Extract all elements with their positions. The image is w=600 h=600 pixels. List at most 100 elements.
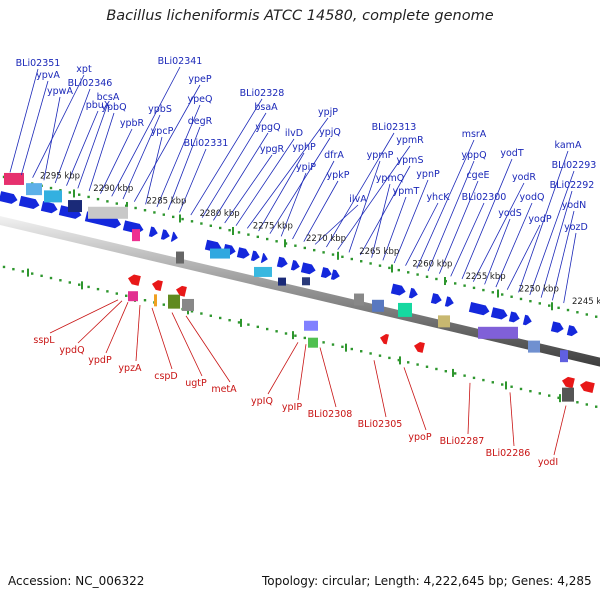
tick-dot xyxy=(416,363,419,366)
tick-dot xyxy=(106,200,109,203)
tick-dot xyxy=(463,374,466,377)
feature-box xyxy=(478,326,518,339)
forward-leader-line xyxy=(552,210,575,301)
scale-label: 2290 kbp xyxy=(93,184,133,194)
tick-dot xyxy=(294,244,297,247)
reverse-gene-label: BLi02305 xyxy=(358,419,403,430)
tick-dot xyxy=(96,287,100,291)
tick-dot xyxy=(59,279,62,282)
reverse-gene-arrow xyxy=(414,341,425,353)
reverse-gene-label: metA xyxy=(211,384,237,395)
forward-gene-arrow xyxy=(290,260,300,271)
tick-dot xyxy=(200,222,203,225)
forward-gene-label: kamA xyxy=(555,140,582,151)
forward-leader-line xyxy=(77,102,109,189)
reverse-gene-label: ypzA xyxy=(118,363,142,374)
reverse-leader-line xyxy=(319,347,337,408)
tick-dot xyxy=(21,270,24,273)
forward-leader-line xyxy=(54,88,91,184)
feature-box xyxy=(398,302,412,317)
forward-leader-line xyxy=(303,180,339,242)
tick-dot xyxy=(40,274,43,278)
forward-leader-line xyxy=(235,138,295,226)
forward-gene-arrow xyxy=(508,311,520,323)
forward-gene-arrow xyxy=(40,201,58,214)
forward-leader-line xyxy=(371,183,391,258)
tick-dot xyxy=(369,352,372,355)
forward-leader-line xyxy=(66,110,99,186)
reverse-gene-label: cspD xyxy=(154,371,178,382)
forward-leader-line xyxy=(167,126,201,210)
forward-gene-label: ilvD xyxy=(285,128,303,139)
reverse-leader-line xyxy=(185,315,231,383)
tick-dot xyxy=(472,286,476,290)
reverse-gene-label: ypdQ xyxy=(59,345,84,356)
reverse-gene-label: BLi02287 xyxy=(440,436,485,447)
reverse-leader-line xyxy=(135,305,141,362)
tick-dot xyxy=(181,217,184,221)
tick-dot xyxy=(209,224,212,227)
tick-major xyxy=(284,239,286,248)
tick-major xyxy=(27,268,29,277)
tick-dot xyxy=(228,228,231,232)
tick-dot xyxy=(388,266,391,270)
tick-dot xyxy=(397,268,400,272)
forward-gene-label: ypbR xyxy=(120,118,145,129)
tick-dot xyxy=(491,381,494,384)
tick-dot xyxy=(576,401,579,404)
tick-dot xyxy=(49,186,53,190)
tick-dot xyxy=(435,277,438,281)
forward-gene-label: ypmT xyxy=(393,186,420,197)
forward-gene-label: yodP xyxy=(528,214,551,225)
forward-leader-line xyxy=(563,232,577,304)
tick-dot xyxy=(303,246,306,250)
forward-gene-arrow xyxy=(170,231,178,242)
tick-dot xyxy=(59,189,62,192)
tick-dot xyxy=(313,248,316,252)
tick-dot xyxy=(190,310,194,313)
forward-gene-label: ypjQ xyxy=(319,127,341,138)
tick-dot xyxy=(501,293,504,296)
forward-leader-line xyxy=(439,180,479,274)
forward-gene-label: yodR xyxy=(512,172,536,183)
tick-dot xyxy=(162,303,165,306)
tick-dot xyxy=(454,372,457,375)
tick-dot xyxy=(294,334,297,337)
tick-dot xyxy=(219,316,222,320)
tick-dot xyxy=(501,383,504,386)
reverse-gene-label: ypdP xyxy=(88,355,112,366)
tick-dot xyxy=(566,308,570,312)
feature-box xyxy=(354,293,364,306)
tick-dot xyxy=(68,281,71,284)
forward-leader-line xyxy=(156,104,201,208)
scale-label: 2270 kbp xyxy=(306,234,346,244)
reverse-leader-line xyxy=(77,300,123,344)
tick-dot xyxy=(153,211,156,214)
tick-dot xyxy=(322,341,325,344)
tick-dot xyxy=(143,299,147,302)
feature-box xyxy=(562,387,574,402)
tick-dot xyxy=(266,327,269,331)
reverse-leader-line xyxy=(151,307,173,370)
tick-dot xyxy=(106,290,109,293)
tick-dot xyxy=(482,288,485,292)
tick-dot xyxy=(247,323,250,326)
forward-gene-arrow xyxy=(550,321,564,333)
forward-gene-label: yozD xyxy=(564,222,588,233)
forward-gene-arrow xyxy=(468,302,490,316)
forward-leader-line xyxy=(20,80,49,176)
forward-gene-label: bsaA xyxy=(254,102,278,113)
tick-dot xyxy=(425,275,429,278)
forward-leader-line xyxy=(540,190,573,298)
forward-leader-line xyxy=(405,202,439,266)
forward-gene-label: ypgQ xyxy=(255,122,280,133)
tick-dot xyxy=(378,354,382,357)
scale-label: 2245 kbp xyxy=(572,297,600,307)
tick-dot xyxy=(256,325,259,329)
forward-gene-arrow xyxy=(18,195,40,210)
forward-gene-arrow xyxy=(390,283,406,296)
forward-gene-arrow xyxy=(276,256,288,268)
forward-leader-line xyxy=(292,160,335,240)
tick-dot xyxy=(350,257,353,261)
